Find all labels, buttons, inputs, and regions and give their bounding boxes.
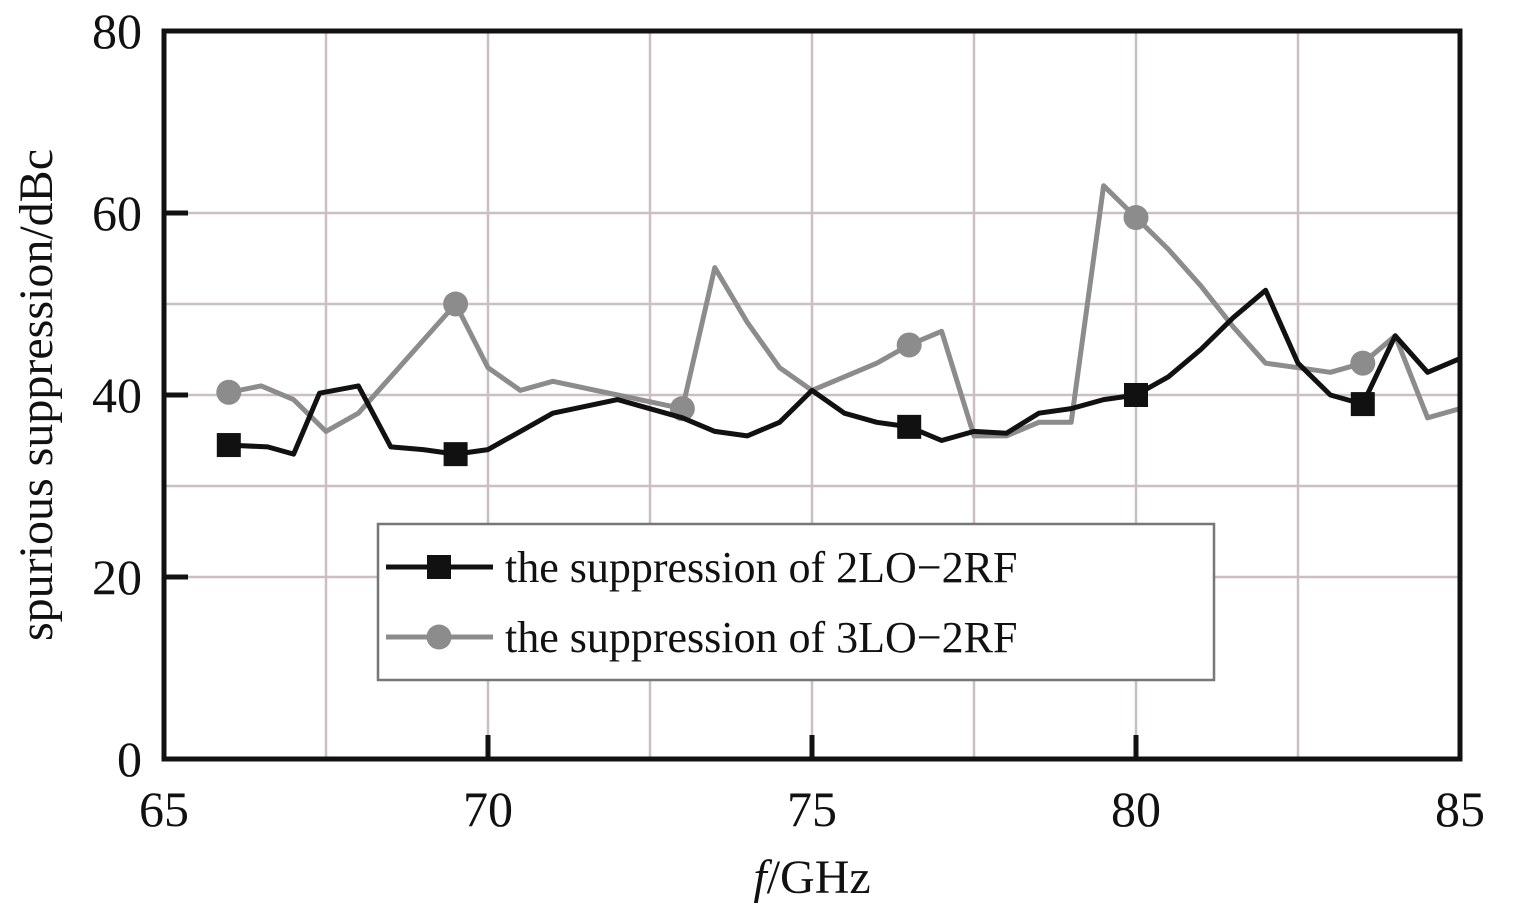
data-point-circle (216, 379, 242, 405)
legend-marker-circle (426, 624, 452, 650)
x-tick-label: 80 (1111, 781, 1161, 837)
legend: the suppression of 2LO−2RF the suppressio… (376, 522, 1216, 682)
y-tick-label: 40 (92, 367, 142, 423)
data-point-square (897, 414, 922, 439)
legend-label: the suppression of 2LO−2RF (505, 543, 1017, 592)
legend-entry-1: the suppression of 2LO−2RF (386, 543, 1017, 592)
y-tick-label: 80 (92, 3, 142, 59)
data-point-circle (896, 332, 922, 358)
x-tick-label: 65 (139, 781, 189, 837)
legend-marker-square (427, 555, 451, 579)
series-1 (216, 287, 1461, 467)
plot-series (216, 183, 1461, 467)
series-line (228, 183, 1461, 439)
y-tick-label: 20 (92, 549, 142, 605)
data-point-circle (443, 291, 469, 317)
data-point-square (1350, 392, 1375, 417)
grid (164, 31, 1460, 759)
data-point-circle (1123, 205, 1149, 231)
legend-label: the suppression of 3LO−2RF (505, 613, 1017, 662)
data-point-square (216, 433, 241, 458)
legend-box (376, 522, 1216, 682)
x-tick-label: 70 (463, 781, 513, 837)
y-axis-title: spurious suppression/dBc (10, 149, 63, 641)
legend-entry-2: the suppression of 3LO−2RF (386, 613, 1017, 662)
y-tick-label: 60 (92, 185, 142, 241)
axis-ticks: 65 70 75 80 85 0 20 40 60 80 (92, 3, 1485, 837)
series-line (228, 287, 1461, 457)
y-tick-label: 0 (117, 731, 142, 787)
x-axis-title: f/GHz (753, 851, 870, 904)
data-point-circle (1350, 350, 1376, 376)
x-axis-title-unit: /GHz (767, 851, 871, 904)
legend-entries: the suppression of 2LO−2RF the suppressio… (386, 543, 1017, 662)
x-tick-label: 75 (787, 781, 837, 837)
x-tick-label: 85 (1435, 781, 1485, 837)
data-point-square (443, 442, 468, 467)
data-point-square (1124, 383, 1148, 407)
